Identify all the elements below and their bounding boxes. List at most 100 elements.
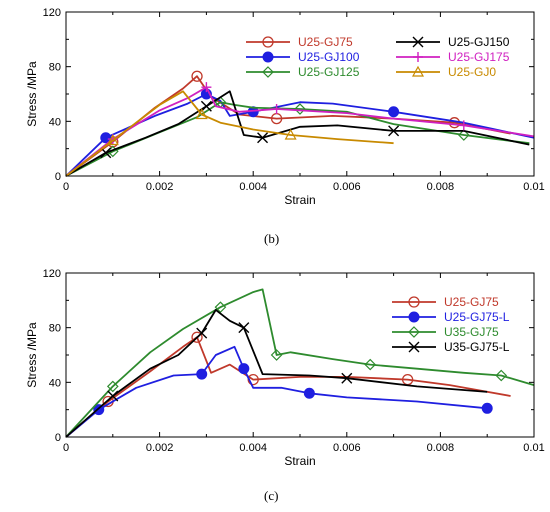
data-point	[294, 103, 306, 115]
x-tick-label: 0.01	[523, 181, 544, 193]
x-tick-label: 0.008	[427, 181, 455, 193]
data-point	[271, 104, 282, 115]
series-line	[65, 336, 511, 438]
data-point	[284, 128, 297, 140]
data-point	[195, 108, 208, 120]
y-axis-label: Stress /MPa	[25, 61, 39, 127]
legend-marker	[262, 66, 274, 78]
data-point	[106, 380, 119, 393]
data-point	[238, 363, 250, 375]
legend-item-1-2: U35-GJ75	[392, 325, 499, 339]
data-point	[364, 358, 377, 371]
data-point	[107, 390, 119, 402]
legend-marker	[408, 341, 420, 353]
y-axis-label: Stress /MPa	[25, 322, 39, 388]
series-0-3	[65, 90, 530, 177]
legend-item-0-2: U25-GJ125	[246, 65, 360, 79]
series-1-1	[65, 345, 493, 438]
data-point	[214, 301, 227, 314]
series-1-3	[65, 308, 488, 438]
x-tick-label: 0.006	[333, 442, 361, 454]
x-tick-label: 0	[63, 181, 69, 193]
y-tick-label: 80	[49, 62, 61, 74]
legend-label: U25-GJ100	[298, 50, 360, 64]
series-line	[65, 86, 535, 177]
data-point	[191, 331, 203, 343]
data-point	[106, 134, 119, 146]
data-point	[388, 106, 400, 118]
legend-marker	[411, 65, 425, 77]
series-0-5	[65, 90, 394, 177]
y-tick-label: 120	[43, 268, 61, 280]
data-point	[238, 322, 250, 334]
series-0-1	[65, 88, 535, 177]
legend-marker	[408, 311, 420, 323]
data-point	[196, 327, 208, 339]
series-line	[65, 308, 488, 438]
y-tick-label: 40	[49, 116, 61, 128]
data-point	[257, 132, 269, 144]
x-tick-label: 0.006	[333, 181, 361, 193]
x-tick-label: 0.002	[146, 442, 174, 454]
data-point	[270, 349, 283, 361]
legend-item-0-1: U25-GJ100	[246, 50, 360, 64]
y-tick-label: 0	[55, 432, 61, 444]
legend-label: U25-GJ175	[448, 50, 510, 64]
x-tick-label: 0	[63, 442, 69, 454]
legend-item-1-0: U25-GJ75	[392, 295, 499, 309]
y-tick-label: 120	[43, 7, 61, 19]
data-point	[481, 402, 493, 414]
legend-label: U25-GJ75	[298, 35, 353, 49]
legend-marker	[408, 296, 420, 308]
series-0-4	[65, 82, 535, 177]
x-tick-label: 0.01	[523, 442, 544, 454]
series-line	[65, 90, 394, 177]
legend-item-0-5: U25-GJ0	[396, 65, 496, 79]
legend-label: U25-GJ150	[448, 35, 510, 49]
chart-panel-1: 0 0.002 0.004 0.006 0.008 0.01 0 40 80 120 Strain S…	[25, 268, 545, 468]
series-line	[65, 288, 535, 438]
data-point	[200, 100, 212, 112]
data-point	[303, 387, 315, 399]
y-tick-label: 0	[55, 171, 61, 183]
data-point	[458, 120, 469, 131]
y-tick-label: 40	[49, 377, 61, 389]
data-point	[457, 129, 470, 141]
legend-marker	[262, 51, 274, 63]
legend-marker	[413, 52, 423, 62]
data-point	[495, 369, 508, 382]
panel-label-b: (b)	[264, 231, 280, 246]
x-axis-label: Strain	[284, 193, 315, 207]
series-line	[65, 345, 488, 438]
x-tick-label: 0.004	[239, 181, 267, 193]
chart-panel-0: 0 0.002 0.004 0.006 0.008 0.01 0 40 80 120 Strain S…	[25, 7, 545, 207]
legend-label: U35-GJ75-L	[444, 340, 510, 354]
x-tick-label: 0.004	[239, 442, 267, 454]
data-point	[196, 368, 208, 380]
legend-item-0-0: U25-GJ75	[246, 35, 353, 49]
legend-item-1-3: U35-GJ75-L	[392, 340, 510, 354]
legend-marker	[262, 36, 274, 48]
legend-label: U25-GJ0	[448, 65, 496, 79]
series-line	[65, 101, 530, 177]
data-point	[388, 125, 400, 137]
legend-marker	[408, 326, 420, 338]
data-point	[100, 132, 112, 144]
series-1-2	[65, 288, 535, 438]
x-tick-label: 0.008	[427, 442, 455, 454]
data-point	[191, 70, 203, 82]
legend-label: U35-GJ75	[444, 325, 499, 339]
series-0-2	[65, 96, 530, 177]
legend-label: U25-GJ75	[444, 295, 499, 309]
legend-label: U25-GJ125	[298, 65, 360, 79]
x-axis-label: Strain	[284, 454, 315, 468]
panel-label-c: (c)	[264, 488, 279, 503]
data-point	[201, 82, 212, 93]
legend-label: U25-GJ75-L	[444, 310, 510, 324]
legend-item-0-3: U25-GJ150	[396, 35, 510, 49]
legend-marker	[412, 36, 424, 48]
data-point	[341, 372, 353, 384]
x-tick-label: 0.002	[146, 181, 174, 193]
y-tick-label: 80	[49, 323, 61, 335]
